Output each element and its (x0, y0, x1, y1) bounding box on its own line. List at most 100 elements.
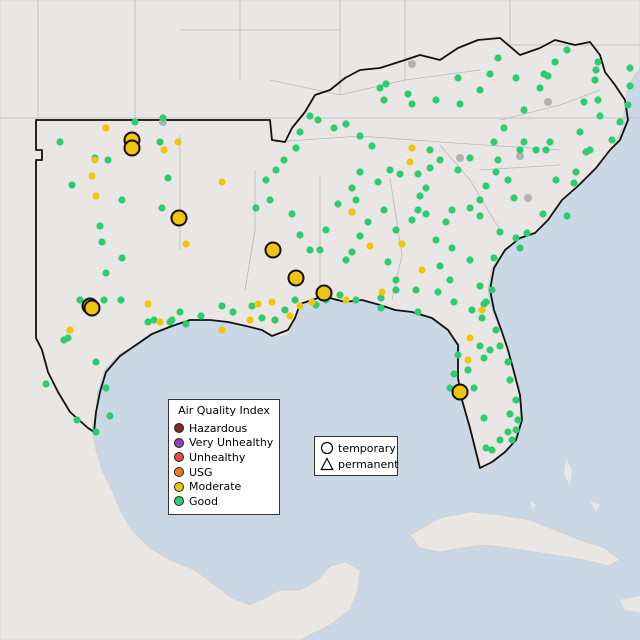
monitor-good-dot[interactable] (512, 74, 520, 82)
monitor-moderate-dot[interactable] (466, 334, 474, 342)
monitor-good-dot[interactable] (464, 366, 472, 374)
monitor-good-dot[interactable] (480, 414, 488, 422)
monitor-good-dot[interactable] (436, 262, 444, 270)
monitor-good-dot[interactable] (364, 218, 372, 226)
monitor-good-dot[interactable] (414, 308, 422, 316)
monitor-good-dot[interactable] (486, 70, 494, 78)
monitor-good-dot[interactable] (60, 336, 68, 344)
monitor-good-dot[interactable] (434, 288, 442, 296)
monitor-good-dot[interactable] (510, 194, 518, 202)
monitor-good-dot[interactable] (118, 196, 126, 204)
monitor-good-dot[interactable] (552, 176, 560, 184)
monitor-good-dot[interactable] (492, 326, 500, 334)
monitor-good-dot[interactable] (496, 342, 504, 350)
monitor-good-dot[interactable] (266, 196, 274, 204)
monitor-good-dot[interactable] (92, 428, 100, 436)
monitor-good-dot[interactable] (480, 300, 488, 308)
monitor-moderate-dot[interactable] (218, 178, 226, 186)
monitor-good-dot[interactable] (492, 168, 500, 176)
monitor-good-dot[interactable] (56, 138, 64, 146)
monitor-good-dot[interactable] (414, 206, 422, 214)
monitor-good-dot[interactable] (488, 286, 496, 294)
monitor-good-dot[interactable] (292, 144, 300, 152)
monitor-good-dot[interactable] (306, 246, 314, 254)
monitor-moderate-dot[interactable] (160, 146, 168, 154)
monitor-moderate-large-dot[interactable] (315, 284, 333, 302)
monitor-good-dot[interactable] (476, 86, 484, 94)
monitor-moderate-dot[interactable] (246, 316, 254, 324)
monitor-good-dot[interactable] (348, 184, 356, 192)
monitor-good-dot[interactable] (229, 308, 237, 316)
monitor-good-dot[interactable] (506, 376, 514, 384)
monitor-moderate-dot[interactable] (408, 144, 416, 152)
monitor-good-dot[interactable] (624, 101, 632, 109)
monitor-good-dot[interactable] (396, 170, 404, 178)
monitor-good-dot[interactable] (352, 296, 360, 304)
monitor-good-dot[interactable] (296, 128, 304, 136)
monitor-good-dot[interactable] (476, 212, 484, 220)
monitor-no-data-dot[interactable] (516, 152, 524, 160)
monitor-good-dot[interactable] (476, 282, 484, 290)
monitor-good-dot[interactable] (570, 179, 578, 187)
monitor-good-dot[interactable] (356, 168, 364, 176)
monitor-no-data-dot[interactable] (456, 154, 464, 162)
monitor-good-dot[interactable] (296, 231, 304, 239)
monitor-good-dot[interactable] (316, 246, 324, 254)
monitor-good-dot[interactable] (542, 146, 550, 154)
monitor-good-dot[interactable] (536, 84, 544, 92)
monitor-good-dot[interactable] (546, 138, 554, 146)
monitor-good-dot[interactable] (416, 192, 424, 200)
monitor-good-dot[interactable] (504, 428, 512, 436)
monitor-moderate-large-dot[interactable] (83, 299, 101, 317)
monitor-good-dot[interactable] (281, 306, 289, 314)
monitor-moderate-dot[interactable] (464, 356, 472, 364)
monitor-good-dot[interactable] (442, 218, 450, 226)
monitor-moderate-dot[interactable] (268, 298, 276, 306)
monitor-good-dot[interactable] (450, 370, 458, 378)
monitor-good-dot[interactable] (404, 90, 412, 98)
monitor-good-dot[interactable] (382, 80, 390, 88)
monitor-good-dot[interactable] (596, 112, 604, 120)
monitor-good-dot[interactable] (306, 112, 314, 120)
monitor-good-dot[interactable] (197, 312, 205, 320)
monitor-good-dot[interactable] (448, 206, 456, 214)
monitor-good-dot[interactable] (508, 436, 516, 444)
monitor-good-dot[interactable] (586, 146, 594, 154)
monitor-good-dot[interactable] (380, 96, 388, 104)
monitor-good-dot[interactable] (426, 164, 434, 172)
monitor-good-dot[interactable] (450, 298, 458, 306)
monitor-good-dot[interactable] (436, 156, 444, 164)
monitor-good-dot[interactable] (512, 426, 520, 434)
monitor-moderate-dot[interactable] (478, 306, 486, 314)
monitor-good-dot[interactable] (314, 116, 322, 124)
monitor-moderate-dot[interactable] (348, 208, 356, 216)
monitor-good-dot[interactable] (159, 114, 167, 122)
monitor-good-dot[interactable] (117, 296, 125, 304)
monitor-good-dot[interactable] (386, 166, 394, 174)
monitor-good-dot[interactable] (488, 446, 496, 454)
monitor-good-dot[interactable] (448, 244, 456, 252)
monitor-good-dot[interactable] (334, 200, 342, 208)
monitor-good-dot[interactable] (102, 384, 110, 392)
monitor-good-dot[interactable] (572, 168, 580, 176)
monitor-no-data-dot[interactable] (544, 98, 552, 106)
monitor-good-dot[interactable] (280, 156, 288, 164)
monitor-good-dot[interactable] (592, 66, 600, 74)
monitor-good-dot[interactable] (520, 138, 528, 146)
monitor-good-dot[interactable] (626, 82, 634, 90)
monitor-good-dot[interactable] (626, 64, 634, 72)
monitor-good-dot[interactable] (96, 222, 104, 230)
monitor-good-dot[interactable] (92, 358, 100, 366)
monitor-good-dot[interactable] (576, 128, 584, 136)
monitor-good-dot[interactable] (506, 410, 514, 418)
monitor-good-dot[interactable] (478, 314, 486, 322)
monitor-good-dot[interactable] (500, 124, 508, 132)
monitor-good-dot[interactable] (482, 444, 490, 452)
monitor-good-dot[interactable] (42, 380, 50, 388)
monitor-good-dot[interactable] (408, 216, 416, 224)
monitor-good-dot[interactable] (446, 276, 454, 284)
monitor-no-data-dot[interactable] (408, 60, 416, 68)
monitor-good-dot[interactable] (392, 286, 400, 294)
monitor-moderate-dot[interactable] (418, 266, 426, 274)
monitor-moderate-dot[interactable] (144, 300, 152, 308)
